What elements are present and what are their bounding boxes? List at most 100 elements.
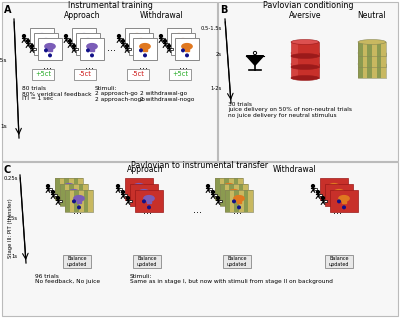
Bar (84, 190, 88, 212)
Bar (119, 188, 122, 190)
Circle shape (91, 54, 93, 57)
Circle shape (136, 44, 138, 47)
Bar (220, 184, 248, 206)
Bar (377, 42, 381, 56)
Bar (139, 42, 143, 46)
Bar (291, 64, 319, 78)
Bar (75, 48, 78, 51)
Ellipse shape (64, 183, 74, 189)
Bar (372, 42, 377, 56)
Bar (223, 255, 251, 268)
Circle shape (46, 185, 50, 188)
Bar (34, 33, 58, 55)
Bar (175, 38, 199, 60)
Bar (55, 178, 83, 200)
Bar (358, 53, 363, 67)
Text: 2.5s: 2.5s (7, 216, 18, 220)
Polygon shape (246, 56, 264, 65)
Bar (171, 33, 195, 55)
Bar (125, 178, 153, 200)
Ellipse shape (291, 62, 319, 66)
Ellipse shape (74, 196, 84, 201)
Bar (74, 190, 79, 212)
Ellipse shape (37, 34, 47, 39)
Text: No feedback, No juice: No feedback, No juice (35, 279, 100, 284)
Ellipse shape (41, 38, 51, 44)
Circle shape (126, 45, 128, 47)
Text: 1s: 1s (0, 123, 7, 128)
Circle shape (168, 45, 170, 47)
Bar (234, 178, 238, 200)
Bar (72, 193, 76, 197)
Text: Balance
updated: Balance updated (137, 256, 157, 267)
Text: B: B (220, 5, 227, 15)
Circle shape (73, 200, 75, 203)
Ellipse shape (69, 190, 79, 195)
Bar (54, 194, 57, 197)
Bar (60, 184, 88, 206)
Circle shape (322, 197, 324, 199)
Ellipse shape (329, 183, 339, 189)
Bar (220, 178, 224, 200)
Bar (248, 190, 253, 212)
Ellipse shape (182, 44, 192, 49)
Ellipse shape (234, 196, 244, 201)
Circle shape (182, 49, 184, 52)
Bar (358, 42, 363, 56)
Bar (120, 38, 123, 40)
Bar (135, 190, 163, 212)
Circle shape (52, 190, 54, 193)
Bar (232, 193, 236, 197)
Bar (49, 188, 52, 190)
Text: Pavlovian to instrumental transfer: Pavlovian to instrumental transfer (132, 162, 268, 170)
Bar (74, 184, 79, 206)
Text: ...: ... (178, 61, 188, 71)
Bar (124, 43, 127, 45)
Bar (143, 47, 147, 52)
Text: Approach: Approach (64, 10, 100, 19)
Bar (325, 184, 353, 206)
Bar (137, 187, 141, 191)
Bar (215, 178, 220, 200)
Bar (69, 178, 74, 200)
Bar (142, 193, 146, 197)
Bar (225, 190, 230, 212)
Bar (209, 188, 212, 190)
Bar (25, 38, 28, 40)
Bar (30, 28, 54, 50)
Bar (367, 53, 372, 67)
Bar (291, 64, 298, 78)
Circle shape (186, 54, 188, 57)
Circle shape (233, 200, 235, 203)
Ellipse shape (136, 38, 146, 44)
Bar (244, 190, 248, 212)
Circle shape (253, 52, 257, 55)
Bar (80, 38, 104, 60)
Text: 0.25s: 0.25s (4, 176, 18, 181)
Bar (291, 42, 319, 56)
Bar (124, 194, 127, 197)
Circle shape (138, 194, 140, 197)
Ellipse shape (358, 51, 386, 55)
Bar (29, 43, 32, 45)
Ellipse shape (358, 62, 386, 66)
Bar (32, 69, 54, 80)
Bar (219, 200, 222, 203)
Circle shape (312, 185, 314, 188)
Text: no juice delivery for neutral stimulus: no juice delivery for neutral stimulus (228, 113, 337, 117)
Bar (129, 200, 132, 203)
Text: 80 trials: 80 trials (22, 86, 46, 92)
Ellipse shape (139, 190, 149, 195)
Bar (372, 53, 377, 67)
Bar (129, 33, 153, 55)
Circle shape (49, 54, 51, 57)
Bar (381, 53, 386, 67)
Bar (363, 42, 367, 56)
Bar (72, 28, 96, 50)
Ellipse shape (87, 44, 97, 49)
Bar (314, 188, 317, 190)
Text: Stimuli:: Stimuli: (95, 86, 117, 92)
Circle shape (178, 44, 180, 47)
Text: Balance
updated: Balance updated (227, 256, 247, 267)
Bar (79, 184, 83, 206)
